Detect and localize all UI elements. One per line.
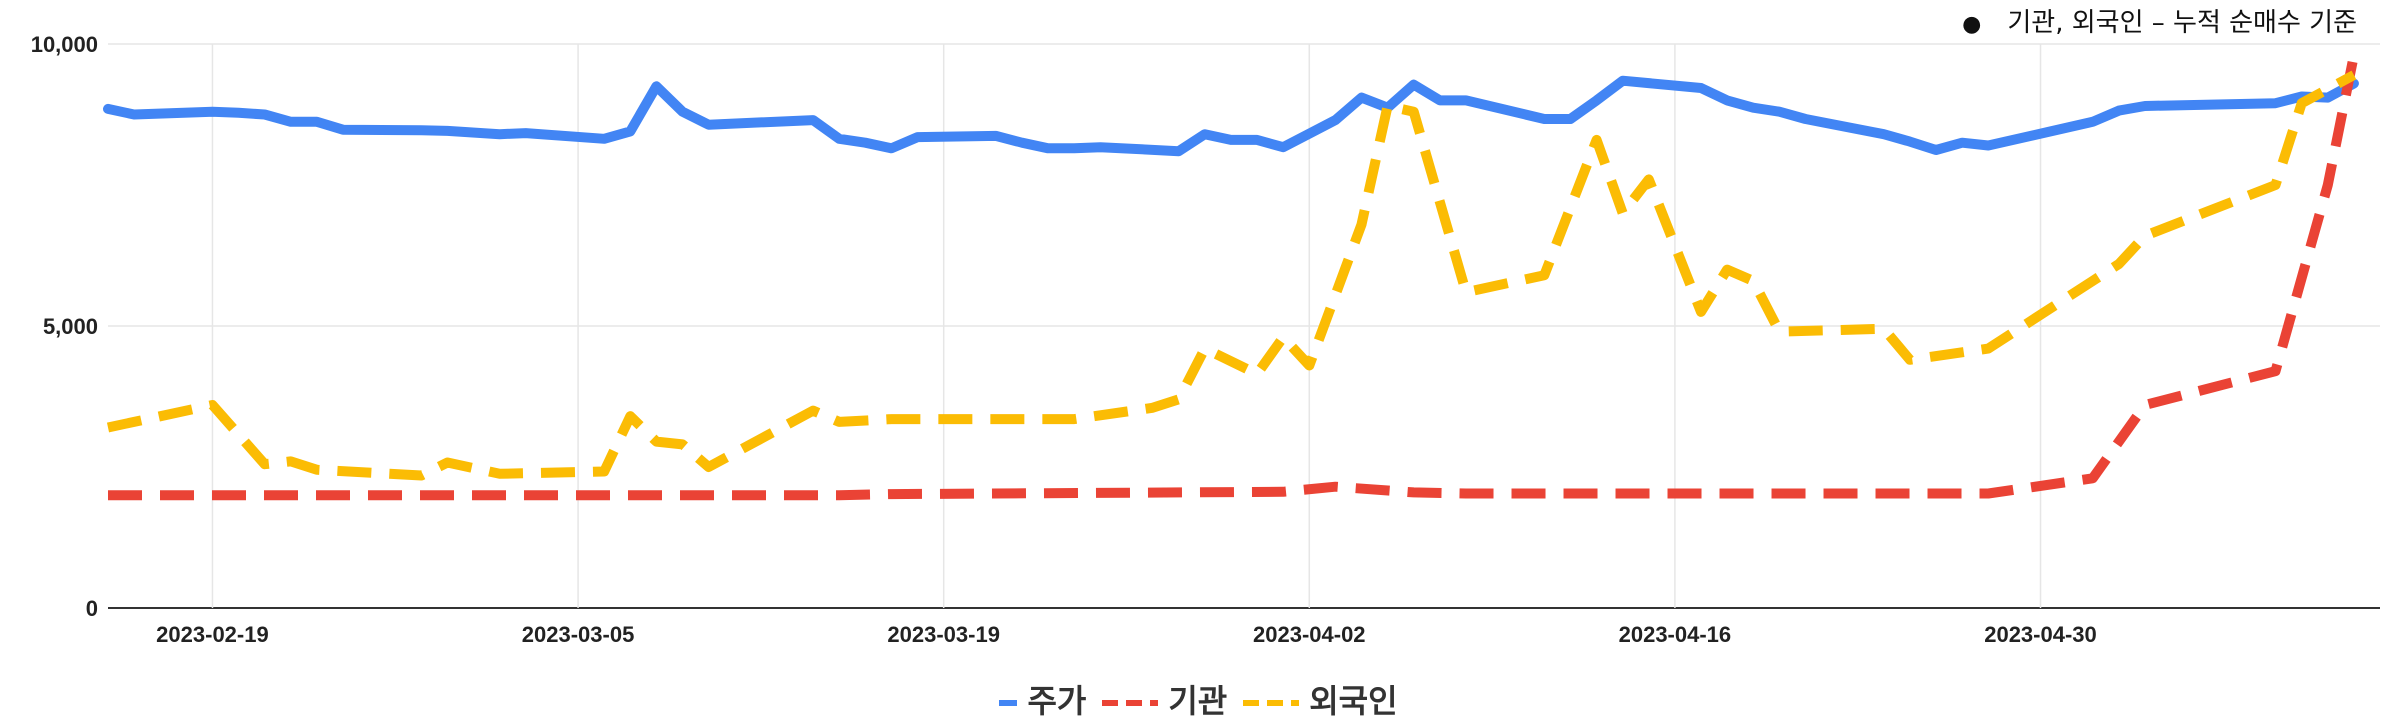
legend-item: 외국인 [1243, 676, 1398, 722]
series-line-0 [103, 75, 2359, 157]
y-tick-label: 10,000 [31, 32, 98, 57]
chart-legend: 주가 기관 외국인 [0, 676, 2397, 722]
x-tick-label: 2023-04-16 [1619, 622, 1732, 647]
y-tick-label: 5,000 [43, 314, 98, 339]
chart-note: ● 기관, 외국인 – 누적 순매수 기준 [1962, 2, 2357, 39]
series-line-1 [108, 54, 2359, 501]
legend-label: 주가 [1027, 682, 1087, 720]
legend-swatch [999, 700, 1018, 706]
x-tick-label: 2023-04-02 [1253, 622, 1366, 647]
x-tick-label: 2023-03-05 [522, 622, 635, 647]
legend-item: 주가 [999, 676, 1086, 722]
x-tick-label: 2023-03-19 [887, 622, 1000, 647]
legend-label: 기관 [1168, 682, 1228, 720]
bullet-dot-icon: ● [1962, 12, 1982, 37]
legend-swatch [1243, 700, 1300, 706]
x-tick-label: 2023-02-19 [156, 622, 269, 647]
series-line-2 [106, 70, 2357, 481]
legend-item: 기관 [1102, 676, 1227, 722]
legend-swatch [1102, 700, 1159, 706]
y-tick-label: 0 [86, 596, 98, 621]
legend-label: 외국인 [1309, 682, 1398, 720]
x-tick-label: 2023-04-30 [1984, 622, 2097, 647]
chart-note-text: 기관, 외국인 – 누적 순매수 기준 [2007, 8, 2357, 38]
